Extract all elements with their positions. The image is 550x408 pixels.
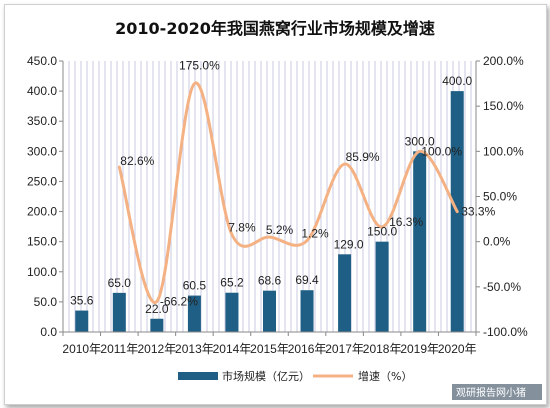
y-right-tick-label: 0.0% — [483, 235, 511, 249]
bar-value-label: 129.0 — [334, 237, 364, 251]
y-left-tick-label: 350.0 — [27, 114, 57, 128]
bar — [338, 254, 352, 332]
growth-value-label: 7.8% — [228, 221, 256, 235]
y-right-tick-label: 200.0% — [483, 54, 524, 68]
bar-value-label: 69.4 — [295, 273, 319, 287]
bar — [413, 151, 427, 332]
bar-value-label: 400.0 — [442, 74, 472, 88]
watermark-bg — [452, 384, 542, 400]
growth-value-label: 16.3% — [389, 215, 423, 229]
growth-value-label: 100.0% — [421, 144, 462, 158]
x-tick-label: 2018年 — [363, 342, 402, 356]
line-series — [117, 81, 459, 304]
growth-value-label: 82.6% — [120, 154, 154, 168]
x-tick-label: 2010年 — [62, 342, 101, 356]
growth-value-label: 5.2% — [266, 223, 294, 237]
y-left-tick-label: 200.0 — [27, 205, 57, 219]
bar-value-label: 300.0 — [405, 134, 435, 148]
y-left-tick-label: 150.0 — [27, 235, 57, 249]
plot-area — [63, 61, 476, 332]
y-right-tick-label: -50.0% — [483, 280, 521, 294]
x-tick-label: 2019年 — [400, 342, 439, 356]
bar — [75, 310, 89, 332]
growth-value-label: 175.0% — [179, 59, 220, 73]
y-left-tick-label: 0.0 — [40, 325, 57, 339]
legend: 市场规模（亿元） 增速（%） — [178, 369, 412, 383]
y-left-tick-label: 400.0 — [27, 84, 57, 98]
growth-line — [117, 81, 459, 304]
bar — [225, 292, 239, 332]
legend-bar-swatch — [178, 372, 218, 380]
growth-value-label: 33.3% — [461, 205, 495, 219]
bar-value-label: 68.6 — [258, 274, 282, 288]
y-right-tick-label: 50.0% — [483, 190, 517, 204]
y-left-tick-label: 50.0 — [34, 295, 58, 309]
bar-value-label: 60.5 — [183, 279, 207, 293]
y-left-tick-label: 450.0 — [27, 54, 57, 68]
growth-value-label: 1.2% — [301, 227, 329, 241]
y-right-tick-label: 100.0% — [483, 144, 524, 158]
x-tick-label: 2020年 — [438, 342, 477, 356]
watermark-text: 观研报告网小猪 — [456, 386, 526, 399]
bar — [112, 292, 126, 332]
chart-title: 2010-2020年我国燕窝行业市场规模及增速 — [115, 19, 435, 38]
y-left-tick-label: 100.0 — [27, 265, 57, 279]
x-tick-label: 2016年 — [288, 342, 327, 356]
bar — [187, 295, 201, 332]
bar-value-label: 22.0 — [145, 302, 169, 316]
y-right-tick-label: 150.0% — [483, 99, 524, 113]
axes: 0.0 50.0 100.0 150.0 200.0 250.0 300.0 350.0 400… — [27, 54, 528, 356]
bar — [150, 318, 164, 332]
y-left-tick-label: 300.0 — [27, 144, 57, 158]
growth-value-label: 85.9% — [346, 150, 380, 164]
x-tick-label: 2015年 — [250, 342, 289, 356]
x-tick-label: 2011年 — [100, 342, 138, 356]
bar — [300, 290, 314, 332]
y-left-tick-label: 250.0 — [27, 174, 57, 188]
bar-value-label: 35.6 — [70, 294, 94, 308]
watermark: 观研报告网小猪 — [452, 384, 542, 400]
x-tick-label: 2013年 — [175, 342, 214, 356]
bar-value-label: 65.2 — [220, 276, 244, 290]
grid — [63, 61, 476, 332]
bar-value-label: 150.0 — [367, 225, 397, 239]
legend-line-label: 增速（%） — [358, 369, 412, 383]
legend-bar-label: 市场规模（亿元） — [222, 369, 310, 383]
y-right-tick-label: -100.0% — [483, 325, 528, 339]
x-tick-label: 2014年 — [213, 342, 252, 356]
bar — [263, 290, 276, 332]
bar — [375, 241, 389, 332]
x-tick-label: 2012年 — [138, 342, 177, 356]
bar-value-label: 65.0 — [108, 276, 132, 290]
x-tick-label: 2017年 — [325, 342, 364, 356]
growth-value-label: -66.2% — [160, 294, 198, 308]
